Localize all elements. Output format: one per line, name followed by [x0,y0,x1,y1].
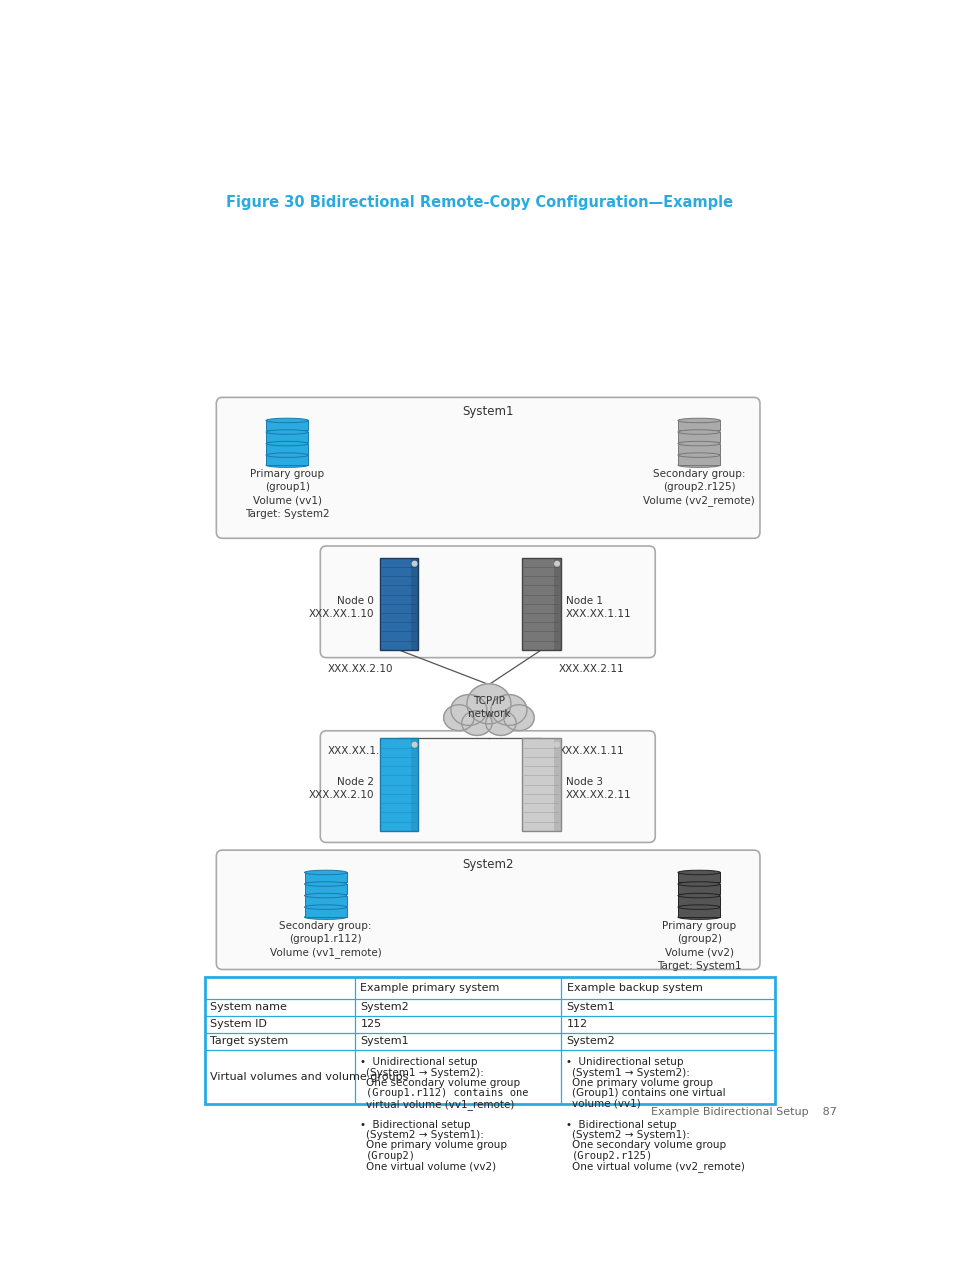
Ellipse shape [304,915,347,919]
Ellipse shape [678,463,720,468]
Text: System2: System2 [360,1003,409,1012]
Bar [304,907,347,918]
Text: XXX.XX.1.10: XXX.XX.1.10 [327,746,393,756]
Text: System2: System2 [462,858,514,871]
Ellipse shape [266,441,308,446]
Text: TCP/IP
network: TCP/IP network [467,697,510,719]
Ellipse shape [266,418,308,423]
Ellipse shape [266,463,308,468]
Text: virtual volume (vv1_remote): virtual volume (vv1_remote) [365,1099,514,1110]
Text: Node 3
XXX.XX.2.11: Node 3 XXX.XX.2.11 [565,777,631,801]
Text: Node 1
XXX.XX.1.11: Node 1 XXX.XX.1.11 [565,596,631,619]
Text: One secondary volume group: One secondary volume group [365,1078,519,1088]
Ellipse shape [678,430,720,435]
Bar [266,421,308,431]
Bar [678,872,720,882]
Text: Figure 30 Bidirectional Remote-Copy Configuration—Example: Figure 30 Bidirectional Remote-Copy Conf… [225,194,732,210]
Ellipse shape [678,871,720,874]
Text: (System2 → System1):: (System2 → System1): [572,1130,689,1140]
Text: One primary volume group: One primary volume group [365,1140,506,1150]
Ellipse shape [678,894,720,897]
Bar [678,907,720,918]
Text: (System1 → System2):: (System1 → System2): [572,1068,689,1078]
Ellipse shape [443,704,474,731]
Text: Example Bidirectional Setup    87: Example Bidirectional Setup 87 [650,1107,836,1117]
Bar [521,738,560,831]
Text: •  Bidirectional setup: • Bidirectional setup [565,1120,676,1130]
Ellipse shape [461,710,492,736]
Text: System ID: System ID [210,1019,267,1030]
Text: (Group1.r112) contains one: (Group1.r112) contains one [365,1088,528,1098]
Bar [678,444,720,454]
Ellipse shape [266,430,308,435]
Text: 112: 112 [566,1019,587,1030]
Circle shape [412,742,416,747]
Circle shape [555,562,558,566]
Text: XXX.XX.2.11: XXX.XX.2.11 [558,663,623,674]
Bar [553,738,560,831]
Ellipse shape [491,694,526,726]
Text: System1: System1 [566,1003,615,1012]
Text: One secondary volume group: One secondary volume group [572,1140,725,1150]
Text: (Group2): (Group2) [365,1150,416,1160]
Text: One primary volume group: One primary volume group [572,1078,712,1088]
Circle shape [555,742,558,747]
Bar [205,977,774,1104]
Text: XXX.XX.2.10: XXX.XX.2.10 [327,663,393,674]
Bar [304,872,347,882]
Text: Target system: Target system [210,1036,288,1046]
Ellipse shape [304,882,347,886]
Bar [379,558,417,649]
Ellipse shape [678,441,720,446]
Bar [304,885,347,894]
Text: Example primary system: Example primary system [360,982,499,993]
Bar [521,558,560,649]
Ellipse shape [678,915,720,919]
Text: System1: System1 [462,405,514,418]
Bar [411,738,417,831]
Text: System1: System1 [360,1036,409,1046]
Text: Example backup system: Example backup system [566,982,701,993]
Bar [678,432,720,442]
Text: XXX.XX.1.11: XXX.XX.1.11 [558,746,623,756]
Ellipse shape [503,704,534,731]
Bar [266,455,308,465]
Bar [266,432,308,442]
Bar [678,421,720,431]
Ellipse shape [678,418,720,423]
Text: Secondary group:
(group2.r125)
Volume (vv2_remote): Secondary group: (group2.r125) Volume (v… [642,469,754,506]
Bar [379,738,417,831]
Text: (System1 → System2):: (System1 → System2): [365,1068,483,1078]
Text: •  Unidirectional setup: • Unidirectional setup [359,1057,476,1068]
Text: Virtual volumes and volume groups: Virtual volumes and volume groups [210,1071,408,1082]
Ellipse shape [466,684,511,724]
Text: Node 0
XXX.XX.1.10: Node 0 XXX.XX.1.10 [309,596,374,619]
Text: Primary group
(group1)
Volume (vv1)
Target: System2: Primary group (group1) Volume (vv1) Targ… [245,469,329,519]
Text: 125: 125 [360,1019,381,1030]
Ellipse shape [304,871,347,874]
Bar [678,455,720,465]
Circle shape [412,562,416,566]
FancyBboxPatch shape [216,850,760,970]
Text: (Group2.r125): (Group2.r125) [572,1150,653,1160]
Text: One virtual volume (vv2_remote): One virtual volume (vv2_remote) [572,1162,744,1172]
Text: Primary group
(group2)
Volume (vv2)
Target: System1: Primary group (group2) Volume (vv2) Targ… [656,921,740,971]
Text: System2: System2 [566,1036,615,1046]
Bar [678,896,720,905]
Text: •  Bidirectional setup: • Bidirectional setup [359,1120,470,1130]
Ellipse shape [678,452,720,458]
Ellipse shape [304,905,347,909]
Bar [553,558,560,649]
Ellipse shape [678,905,720,909]
Bar [304,896,347,905]
Text: •  Unidirectional setup: • Unidirectional setup [565,1057,682,1068]
Text: volume (vv1): volume (vv1) [572,1099,640,1108]
FancyBboxPatch shape [216,398,760,539]
Text: (Group1) contains one virtual: (Group1) contains one virtual [572,1088,725,1098]
Text: Node 2
XXX.XX.2.10: Node 2 XXX.XX.2.10 [309,777,374,801]
Text: (System2 → System1):: (System2 → System1): [365,1130,483,1140]
Text: One virtual volume (vv2): One virtual volume (vv2) [365,1162,496,1171]
FancyBboxPatch shape [320,731,655,843]
Bar [411,558,417,649]
Text: Secondary group:
(group1.r112)
Volume (vv1_remote): Secondary group: (group1.r112) Volume (v… [270,921,381,958]
